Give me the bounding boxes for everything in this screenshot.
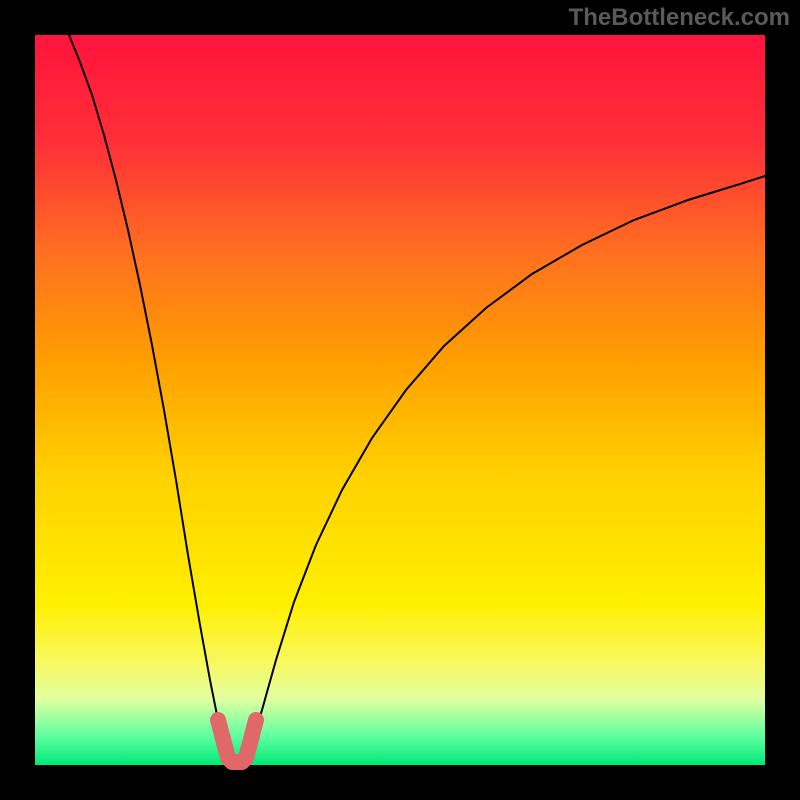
chart-container: TheBottleneck.com [0, 0, 800, 800]
watermark-text: TheBottleneck.com [569, 4, 790, 32]
bottleneck-chart-svg [0, 0, 800, 800]
